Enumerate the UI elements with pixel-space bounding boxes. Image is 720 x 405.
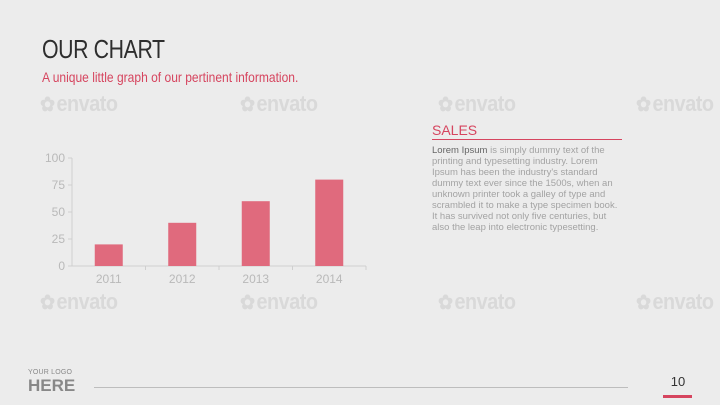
page-number-accent [663, 395, 692, 398]
bar [241, 201, 270, 266]
watermark-text: envato [256, 289, 318, 314]
slide-subtitle: A unique little graph of our pertinent i… [42, 69, 299, 85]
watermark-text: envato [256, 91, 318, 116]
y-tick-label: 25 [52, 232, 66, 246]
slide-title: OUR CHART [42, 34, 165, 64]
x-tick-label: 2012 [169, 272, 196, 286]
x-tick-label: 2013 [242, 272, 269, 286]
leaf-icon: ✿ [240, 292, 255, 314]
bar-chart: 0 25 50 75 100 2011 2012 2013 2014 [45, 151, 367, 286]
watermark-text: envato [652, 91, 714, 116]
watermark-text: envato [454, 289, 516, 314]
watermark-text: envato [454, 91, 516, 116]
logo-line-2: HERE [28, 376, 76, 395]
bar [315, 179, 344, 266]
x-tick-label: 2011 [96, 272, 122, 286]
sales-heading: SALES [432, 122, 478, 138]
y-tick-label: 0 [58, 259, 65, 273]
leaf-icon: ✿ [636, 292, 651, 314]
watermark: ✿envato [438, 91, 516, 117]
sales-description-body: is simply dummy text of the printing and… [432, 145, 618, 233]
watermark: ✿envato [636, 289, 714, 315]
leaf-icon: ✿ [636, 94, 651, 116]
sales-description: Lorem Ipsum is simply dummy text of the … [432, 145, 624, 233]
x-tick-label: 2014 [316, 272, 343, 286]
watermark-text: envato [652, 289, 714, 314]
bar [94, 244, 123, 266]
watermark: ✿envato [40, 91, 118, 117]
watermark-text: envato [56, 289, 118, 314]
leaf-icon: ✿ [438, 292, 453, 314]
y-tick-label: 50 [52, 205, 66, 219]
watermark: ✿envato [438, 289, 516, 315]
watermark: ✿envato [240, 289, 318, 315]
logo-line-1: YOUR LOGO [28, 369, 73, 376]
leaf-icon: ✿ [40, 94, 55, 116]
page-number: 10 [670, 374, 686, 389]
leaf-icon: ✿ [438, 94, 453, 116]
footer-rule [94, 387, 628, 388]
sales-description-lead: Lorem Ipsum [432, 145, 488, 156]
y-tick-label: 100 [45, 151, 65, 165]
watermark: ✿envato [240, 91, 318, 117]
watermark-text: envato [56, 91, 118, 116]
watermark: ✿envato [636, 91, 714, 117]
y-tick-label: 75 [52, 178, 66, 192]
watermark: ✿envato [40, 289, 118, 315]
sales-heading-rule [432, 139, 622, 140]
bar [168, 222, 197, 266]
leaf-icon: ✿ [40, 292, 55, 314]
leaf-icon: ✿ [240, 94, 255, 116]
